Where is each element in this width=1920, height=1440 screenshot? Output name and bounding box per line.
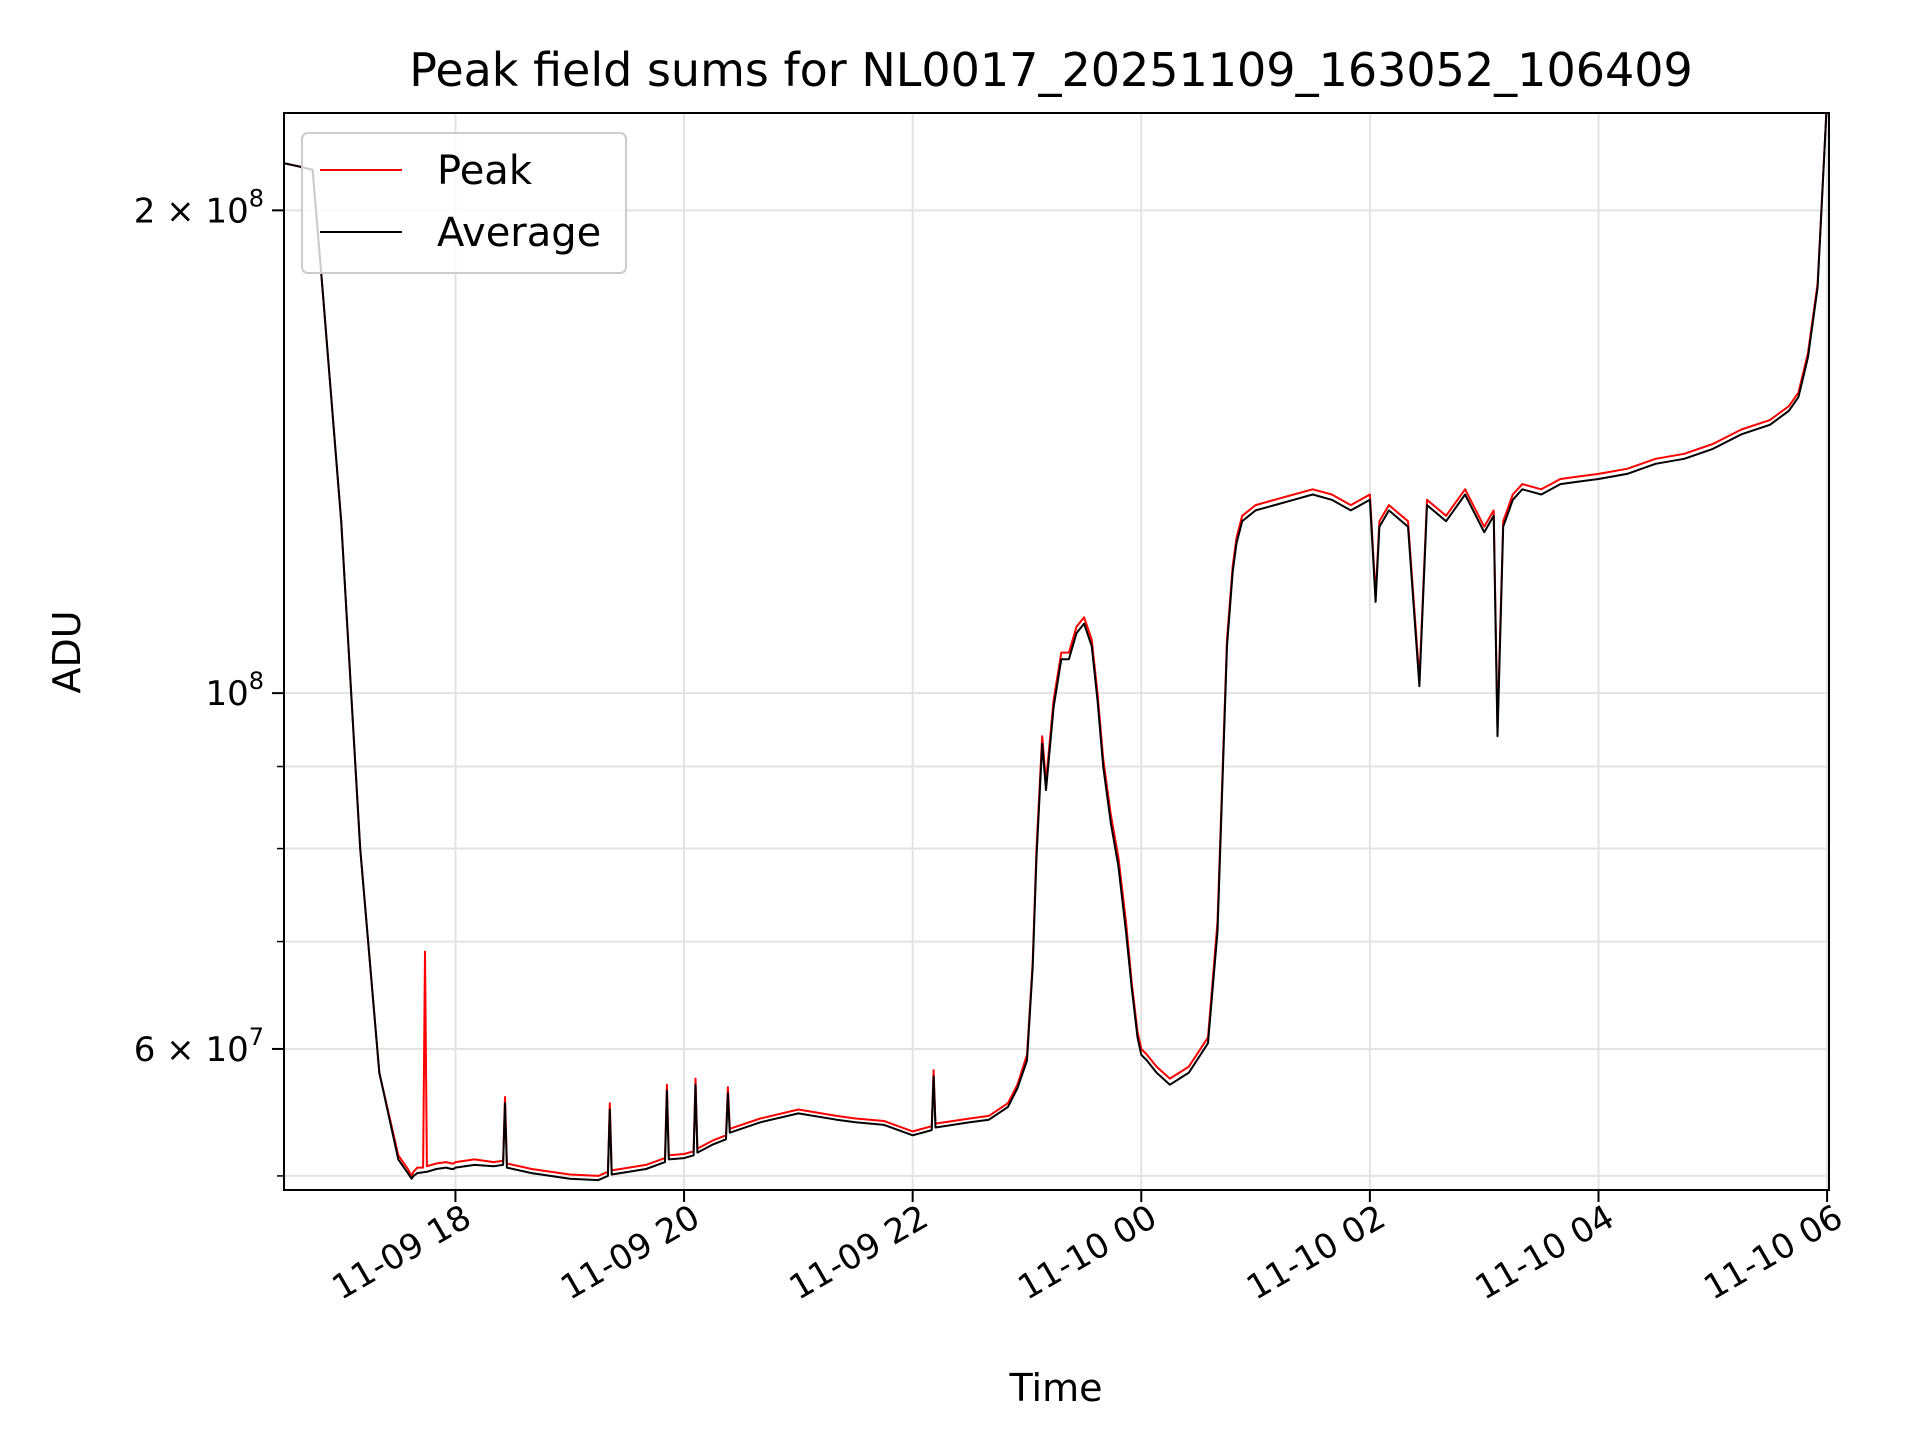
x-tick-label: 11-09 20 <box>554 1197 706 1308</box>
x-axis-label: Time <box>1009 1366 1103 1410</box>
chart-title: Peak field sums for NL0017_20251109_1630… <box>409 43 1693 97</box>
plot-frame <box>283 112 1830 1191</box>
x-tick-label: 11-09 18 <box>326 1197 478 1308</box>
y-tick-base: 2 × 10 <box>134 191 249 231</box>
series-line-average <box>284 113 1828 1182</box>
x-tick-label: 11-10 04 <box>1469 1197 1621 1308</box>
y-tick-label: 2 × 108 <box>134 184 264 231</box>
gridlines <box>284 113 1829 1190</box>
legend-box <box>301 132 627 274</box>
legend-label-peak: Peak <box>437 148 533 194</box>
x-tick-label: 11-10 00 <box>1011 1197 1163 1308</box>
series-layer <box>284 113 1828 1182</box>
x-axis-ticks: 11-09 18 11-09 20 11-09 22 11-10 00 11-10 02… <box>326 1190 1850 1308</box>
x-tick-label: 11-09 22 <box>783 1197 935 1308</box>
y-tick-base: 6 × 10 <box>134 1030 249 1070</box>
x-tick-label: 11-10 02 <box>1240 1197 1392 1308</box>
y-axis-label: ADU <box>45 610 89 693</box>
y-tick-exponent: 7 <box>249 1023 264 1051</box>
y-tick-label: 6 × 107 <box>134 1023 264 1070</box>
x-tick-label: 11-10 06 <box>1697 1197 1849 1308</box>
y-tick-exponent: 8 <box>249 667 264 695</box>
y-tick-exponent: 8 <box>249 184 264 212</box>
y-tick-label: 108 <box>205 667 264 714</box>
legend: Peak Average <box>301 132 627 274</box>
y-tick-base: 10 <box>205 674 248 714</box>
legend-label-average: Average <box>437 210 601 256</box>
